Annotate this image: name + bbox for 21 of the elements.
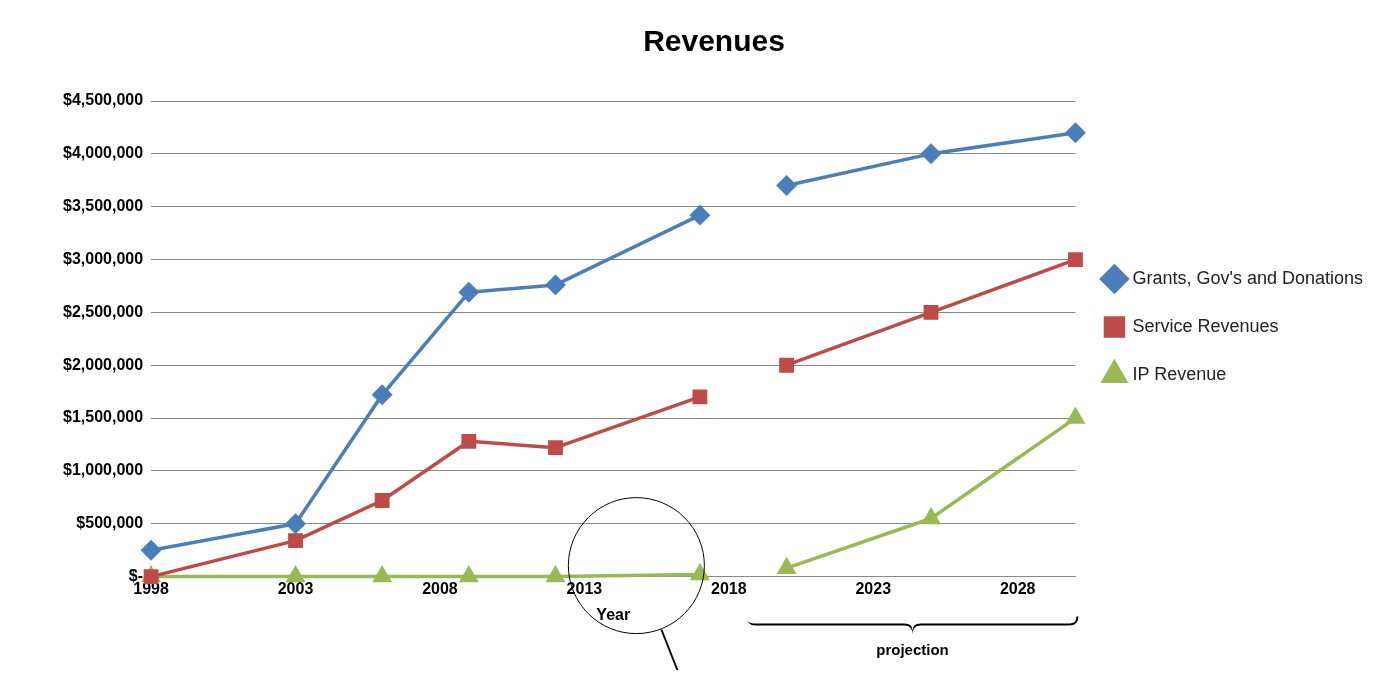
legend-label: IP Revenue: [1132, 363, 1227, 384]
legend-label: Grants, Gov's and Donations: [1132, 267, 1364, 288]
x-tick-label: 2028: [999, 579, 1036, 597]
y-tick-label: $500,000: [76, 514, 144, 532]
y-tick-label: $2,500,000: [63, 302, 144, 320]
y-tick-label: $3,500,000: [63, 197, 144, 215]
x-tick-label: 2008: [422, 579, 458, 597]
x-axis-title: Year: [596, 605, 631, 623]
y-tick-label: $4,000,000: [63, 144, 144, 162]
x-tick-label: 2003: [277, 579, 314, 597]
legend-label: Service Revenues: [1132, 315, 1279, 336]
y-tick-label: $2,000,000: [63, 355, 144, 373]
y-tick-label: $4,500,000: [63, 91, 144, 109]
y-tick-label: $1,000,000: [63, 461, 144, 479]
y-tick-label: $1,500,000: [63, 408, 144, 426]
x-tick-label: 2013: [566, 579, 603, 597]
chart-title: Revenues: [643, 24, 785, 58]
x-tick-label: 2023: [855, 579, 892, 597]
text: projection: [876, 640, 949, 658]
y-tick-label: $3,000,000: [63, 249, 144, 267]
x-tick-label: 2018: [711, 579, 747, 597]
